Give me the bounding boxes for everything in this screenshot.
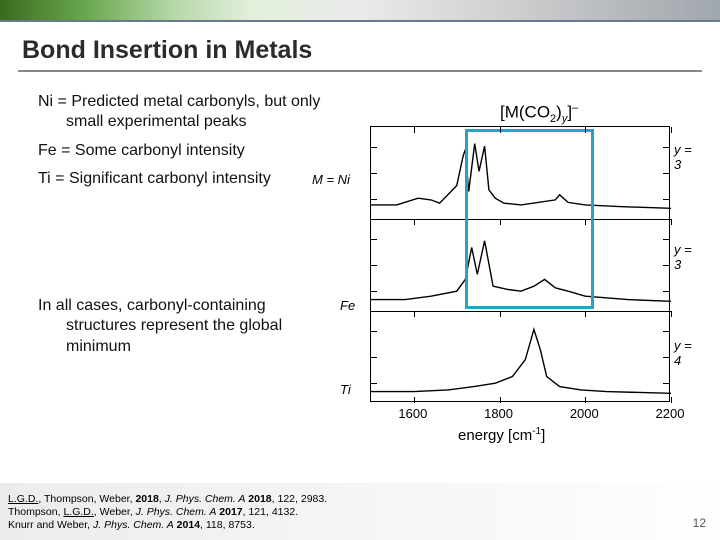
bullet-block: Ni = Predicted metal carbonyls, but only… bbox=[38, 92, 358, 198]
page-number: 12 bbox=[693, 516, 706, 530]
slide: Bond Insertion in Metals Ni = Predicted … bbox=[0, 0, 720, 540]
highlight-box bbox=[465, 129, 594, 309]
x-tick-label: 2000 bbox=[564, 406, 604, 421]
title-underline bbox=[18, 70, 702, 72]
bullet-ti: Ti = Significant carbonyl intensity bbox=[38, 169, 358, 189]
panel-ti bbox=[371, 311, 671, 403]
x-tick-label: 1800 bbox=[479, 406, 519, 421]
summary-text: In all cases, carbonyl-containing struct… bbox=[38, 296, 308, 357]
spectra-chart: [M(CO2)y]– M = Ni Fe Ti y = 3 y = 3 y = … bbox=[370, 116, 700, 426]
x-tick-label: 1600 bbox=[393, 406, 433, 421]
molecular-formula: [M(CO2)y]– bbox=[500, 102, 578, 125]
side-label-2: y = 3 bbox=[674, 242, 700, 272]
panel-label-ti: Ti bbox=[340, 382, 351, 397]
side-label-1: y = 3 bbox=[674, 142, 700, 172]
x-tick-label: 2200 bbox=[650, 406, 690, 421]
bullet-ni: Ni = Predicted metal carbonyls, but only… bbox=[38, 92, 358, 133]
ref-3: Knurr and Weber, J. Phys. Chem. A 2014, … bbox=[8, 519, 327, 532]
summary-paragraph: In all cases, carbonyl-containing struct… bbox=[38, 296, 308, 357]
chart-frame bbox=[370, 126, 670, 402]
bullet-fe: Fe = Some carbonyl intensity bbox=[38, 141, 358, 161]
ref-2: Thompson, L.G.D., Weber, J. Phys. Chem. … bbox=[8, 506, 327, 519]
side-label-3: y = 4 bbox=[674, 338, 700, 368]
panel-label-ni: M = Ni bbox=[312, 172, 350, 187]
references: L.G.D., Thompson, Weber, 2018, J. Phys. … bbox=[8, 493, 327, 532]
top-gradient-bar bbox=[0, 0, 720, 22]
panel-label-fe: Fe bbox=[340, 298, 355, 313]
x-axis-label: energy [cm-1] bbox=[458, 426, 545, 444]
formula-charge: – bbox=[572, 102, 578, 114]
slide-title: Bond Insertion in Metals bbox=[22, 36, 312, 65]
ref-1: L.G.D., Thompson, Weber, 2018, J. Phys. … bbox=[8, 493, 327, 506]
spectrum-ti bbox=[371, 312, 671, 404]
formula-part: [M(CO bbox=[500, 103, 550, 122]
